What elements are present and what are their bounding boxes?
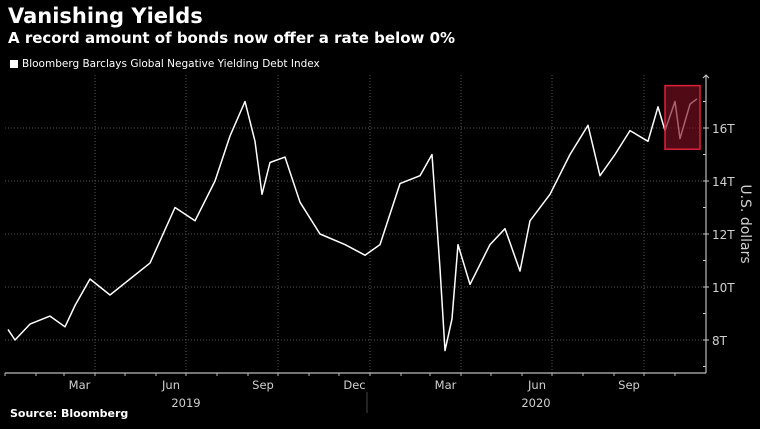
y-axis-arrow xyxy=(702,74,710,79)
x-tick-label: Jun xyxy=(161,378,180,392)
x-tick-label: Sep xyxy=(618,378,640,392)
x-tick-label: Jun xyxy=(527,378,546,392)
source-note: Source: Bloomberg xyxy=(10,407,129,420)
y-tick-label: 14T xyxy=(712,175,735,189)
x-tick-label: Mar xyxy=(435,378,457,392)
x-tick-label: Dec xyxy=(343,378,365,392)
y-tick-label: 8T xyxy=(712,334,728,348)
year-label: 2020 xyxy=(521,396,550,410)
legend-swatch xyxy=(10,60,18,68)
legend-label: Bloomberg Barclays Global Negative Yield… xyxy=(22,58,320,70)
chart-title: Vanishing Yields xyxy=(8,4,203,28)
x-tick-label: Mar xyxy=(69,378,91,392)
y-tick-label: 12T xyxy=(712,228,735,242)
x-tick-label: Sep xyxy=(252,378,274,392)
legend: Bloomberg Barclays Global Negative Yield… xyxy=(10,58,320,70)
year-label: 2019 xyxy=(171,396,200,410)
highlight-box xyxy=(664,84,701,150)
y-tick-label: 16T xyxy=(712,122,735,136)
y-axis-title: U.S. dollars xyxy=(737,184,753,263)
y-tick-label: 10T xyxy=(712,281,735,295)
chart-subtitle: A record amount of bonds now offer a rat… xyxy=(8,29,456,47)
series-line xyxy=(7,98,698,352)
